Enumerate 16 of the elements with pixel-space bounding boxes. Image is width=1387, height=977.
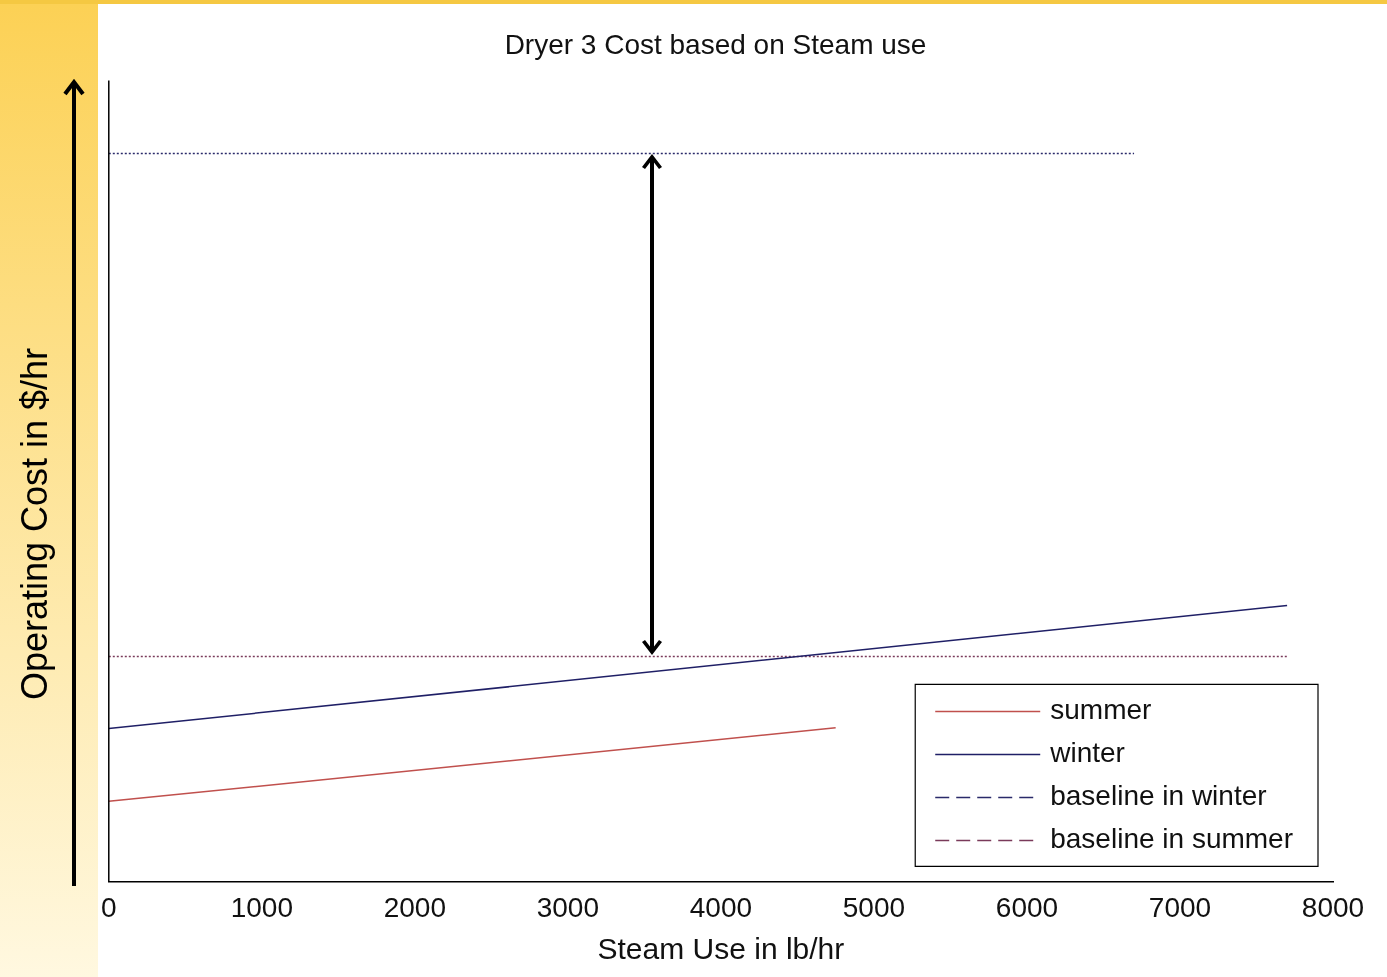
legend-label: summer [1050,694,1152,726]
x-axis-title: Steam Use in lb/hr [597,932,845,966]
x-tick-label: 2000 [383,891,446,923]
x-tick-label: 6000 [995,891,1059,923]
chart-title: Dryer 3 Cost based on Steam use [504,28,927,60]
legend-label: baseline in winter [1050,780,1267,812]
x-tick-label: 4000 [689,891,753,923]
x-tick-label: 7000 [1148,891,1212,923]
x-tick-label: 1000 [230,891,293,923]
legend-label: baseline in summer [1050,823,1294,855]
x-tick-label: 0 [101,891,117,923]
x-tick-label: 5000 [842,891,906,923]
legend-label: winter [1049,737,1125,769]
y-axis-title: Operating Cost in $/hr [14,347,56,701]
x-tick-label: 3000 [536,891,600,923]
x-tick-label: 8000 [1301,891,1365,923]
